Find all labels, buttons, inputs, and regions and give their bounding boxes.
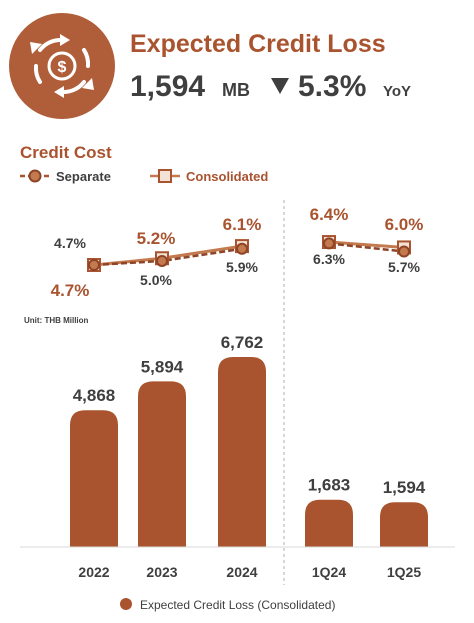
legend-separate: Separate [20,169,111,184]
separate-label-2022: 4.7% [54,235,86,251]
bar-label-2024: 6,762 [221,333,264,352]
consolidated-label-2023: 5.2% [137,229,176,248]
page-title: Expected Credit Loss [130,30,386,58]
separate-point-2024 [236,242,248,255]
bar-2023 [138,381,186,547]
separate-label-2023: 5.0% [140,272,172,288]
bar-label-1Q25: 1,594 [383,478,426,497]
ecl-bars [70,357,428,547]
separate-line-1 [328,242,405,253]
consolidated-line-1 [328,240,405,249]
separate-point-2023 [156,254,168,267]
legend-consolidated: Consolidated [150,169,268,184]
yoy-suffix: YoY [383,83,411,100]
separate-point-1Q25 [398,245,410,258]
x-axis-ticks: 2022 2023 2024 1Q24 1Q25 [78,564,421,580]
yoy-change: 5.3% [298,70,366,103]
legend-consolidated-label: Consolidated [186,169,268,184]
x-tick-2024: 2024 [226,564,257,580]
x-tick-1Q25: 1Q25 [387,564,421,580]
bar-2022 [70,410,118,547]
separate-label-1Q24: 6.3% [313,251,345,267]
separate-label-2024: 5.9% [226,259,258,275]
bar-label-2023: 5,894 [141,357,184,376]
bar-legend-label: Expected Credit Loss (Consolidated) [140,598,335,612]
x-tick-2023: 2023 [146,564,177,580]
separate-point-1Q24 [323,237,335,250]
down-triangle-icon [271,78,289,94]
ecl-unit: MB [222,80,250,100]
consolidated-label-1Q25: 6.0% [385,215,424,234]
credit-cost-labels: 4.7% 4.7% 5.0% 5.2% 5.9% 6.1% 6.3% 6.4% 5.7% 6.0% [51,205,424,300]
bar-1Q24 [305,499,353,547]
x-tick-2022: 2022 [78,564,109,580]
separate-point-2022 [88,259,100,271]
bar-label-2022: 4,868 [73,386,116,405]
bar-legend: Expected Credit Loss (Consolidated) [120,598,335,612]
consolidated-label-2022: 4.7% [51,281,90,300]
bar-2024 [218,357,266,547]
bar-1Q25 [380,502,428,547]
x-tick-1Q24: 1Q24 [312,564,346,580]
ecl-bar-labels: 4,868 5,894 6,762 1,683 1,594 [73,333,426,497]
consolidated-label-1Q24: 6.4% [310,205,349,224]
ecl-value: 1,594 [130,70,205,103]
svg-text:$: $ [58,59,67,76]
separate-label-1Q25: 5.7% [388,259,420,275]
legend-separate-label: Separate [56,169,111,184]
unit-note: Unit: THB Million [24,316,89,325]
bar-label-1Q24: 1,683 [308,476,351,495]
consolidated-label-2024: 6.1% [223,215,262,234]
section-title: Credit Cost [20,143,112,162]
money-cycle-icon: $ [9,13,115,119]
credit-cost-lines [87,235,411,272]
